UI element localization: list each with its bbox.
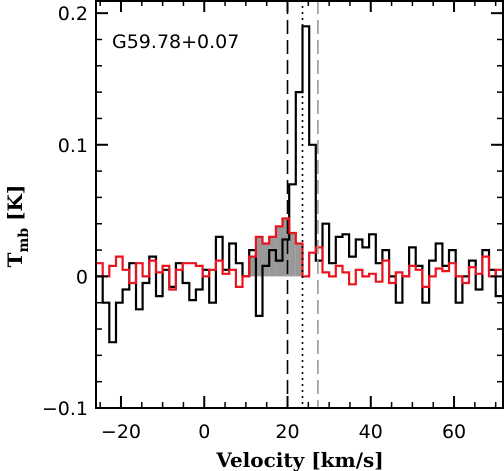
spectrum-red-line: [96, 217, 503, 291]
shaded-region-group: [249, 218, 303, 277]
y-tick-label: 0: [76, 266, 88, 288]
spectrum-black-line: [96, 25, 503, 344]
x-tick-label: 40: [359, 421, 383, 443]
y-axis-label-sub: mb: [16, 228, 32, 253]
y-axis-label-unit: [K]: [3, 185, 27, 228]
y-tick-label: −0.1: [42, 398, 88, 420]
x-tick-label: 20: [275, 421, 299, 443]
axes-frame: [95, 0, 504, 409]
plot-frame: [95, 0, 504, 409]
x-tick-label: 60: [442, 421, 466, 443]
y-axis-label: Tmb [K]: [3, 185, 32, 268]
shaded-bin: [269, 236, 276, 277]
series-group: [96, 25, 503, 344]
x-tick-label: −20: [101, 421, 141, 443]
y-tick-label: 0.1: [58, 135, 88, 157]
vertical-lines-group: [286, 0, 319, 408]
shaded-bin: [295, 243, 303, 277]
shaded-bin: [275, 226, 283, 277]
shaded-bin: [289, 232, 296, 277]
x-tick-label: 0: [198, 421, 210, 443]
shaded-bin: [282, 218, 290, 277]
shaded-bin: [255, 236, 263, 277]
y-axis-label-main: T: [3, 252, 27, 267]
x-axis-label: Velocity [km/s]: [215, 448, 383, 471]
y-tick-label: 0.2: [58, 3, 88, 25]
ticks-group: −20 0 20 40 60 −0.1 0 0.1 0.2: [42, 0, 503, 443]
shaded-bin: [262, 243, 270, 277]
shaded-bin: [249, 256, 256, 277]
source-label: G59.78+0.07: [112, 31, 239, 53]
